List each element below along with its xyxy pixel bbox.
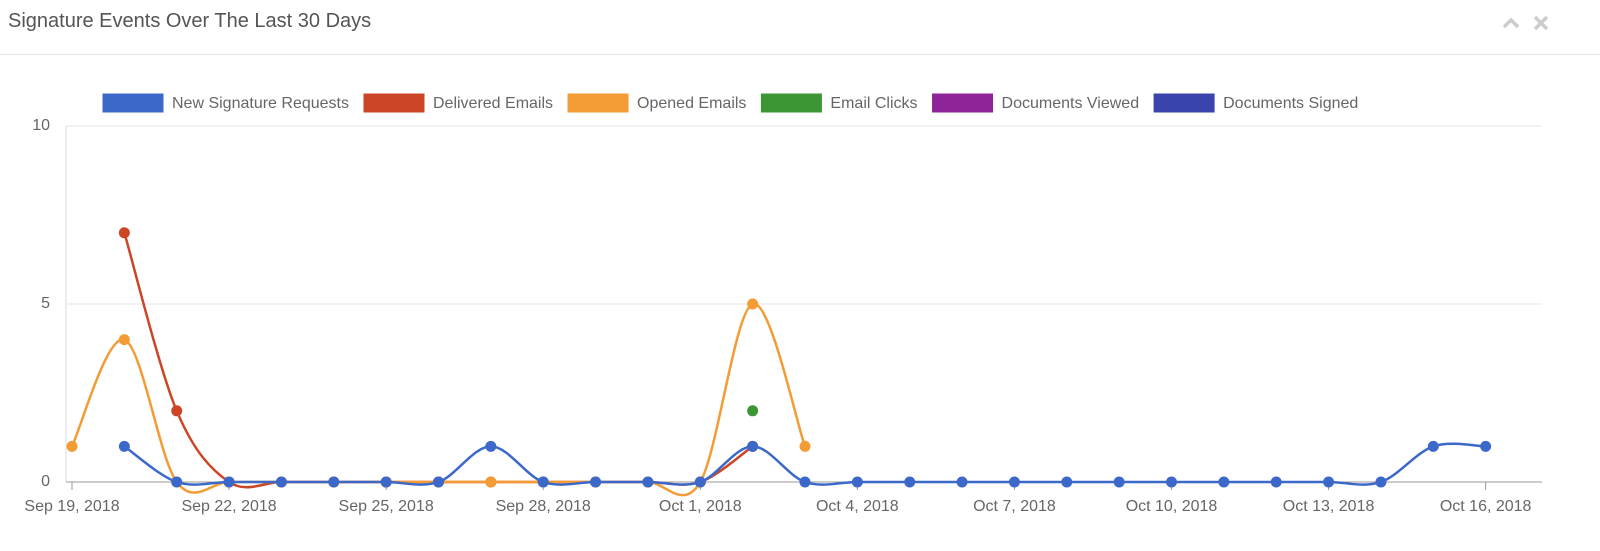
data-point <box>1270 476 1282 488</box>
data-point <box>1323 476 1335 488</box>
data-point <box>1008 476 1020 488</box>
data-point <box>851 476 863 488</box>
y-tick-label: 0 <box>41 473 50 490</box>
legend-label: New Signature Requests <box>172 95 349 112</box>
legend-swatch <box>101 92 165 114</box>
x-tick-label: Sep 28, 2018 <box>496 498 591 515</box>
legend-label: Opened Emails <box>637 95 746 112</box>
data-point <box>118 440 130 452</box>
data-point <box>275 476 287 488</box>
data-point <box>433 476 444 488</box>
data-point <box>223 476 235 488</box>
legend-label: Documents Signed <box>1223 95 1358 112</box>
legend-swatch <box>566 92 630 114</box>
data-point <box>590 476 602 488</box>
y-tick-label: 5 <box>41 295 50 312</box>
data-point <box>380 476 392 488</box>
data-point <box>485 476 497 488</box>
panel-title: Signature Events Over The Last 30 Days <box>8 10 372 32</box>
data-point <box>171 405 183 417</box>
data-point <box>118 334 130 346</box>
x-tick-label: Sep 22, 2018 <box>181 498 276 515</box>
data-point <box>171 476 183 488</box>
data-point <box>747 298 759 310</box>
x-tick-label: Oct 10, 2018 <box>1126 498 1218 515</box>
data-point <box>537 476 549 488</box>
x-tick-label: Sep 25, 2018 <box>339 498 434 515</box>
data-point <box>956 476 968 488</box>
legend-swatch <box>1152 92 1216 114</box>
x-tick-label: Oct 7, 2018 <box>973 498 1056 515</box>
x-tick-label: Oct 1, 2018 <box>659 498 742 515</box>
data-point <box>1375 476 1387 488</box>
data-point <box>747 405 759 417</box>
legend-swatch <box>931 92 995 114</box>
x-tick-label: Oct 13, 2018 <box>1283 498 1375 515</box>
legend-swatch <box>759 92 823 114</box>
series-line <box>123 232 754 489</box>
series-line <box>123 442 1486 486</box>
data-point <box>66 440 78 452</box>
close-button[interactable] <box>1530 12 1552 34</box>
legend-label: Delivered Emails <box>433 95 553 112</box>
data-point <box>118 227 130 239</box>
data-point <box>1427 440 1439 452</box>
data-point <box>799 440 811 452</box>
data-point <box>1113 476 1125 488</box>
data-point <box>694 476 706 488</box>
panel-header: Signature Events Over The Last 30 Days <box>0 0 1600 55</box>
legend-label: Documents Viewed <box>1002 95 1140 112</box>
data-point <box>642 476 654 488</box>
x-tick-label: Sep 19, 2018 <box>24 498 119 515</box>
x-tick-label: Oct 4, 2018 <box>816 498 899 515</box>
data-point <box>1061 476 1073 488</box>
collapse-button[interactable] <box>1500 12 1522 34</box>
data-point <box>747 440 759 452</box>
legend-swatch <box>362 92 426 114</box>
data-point <box>904 476 916 488</box>
data-point <box>1218 476 1230 488</box>
data-point <box>1166 476 1177 488</box>
data-point <box>799 476 811 488</box>
legend-label: Email Clicks <box>830 95 917 112</box>
data-point <box>328 476 340 488</box>
data-point <box>485 440 497 452</box>
series-line <box>70 302 807 497</box>
x-tick-label: Oct 16, 2018 <box>1440 498 1532 515</box>
y-tick-label: 10 <box>32 117 50 134</box>
data-point <box>1480 440 1492 452</box>
